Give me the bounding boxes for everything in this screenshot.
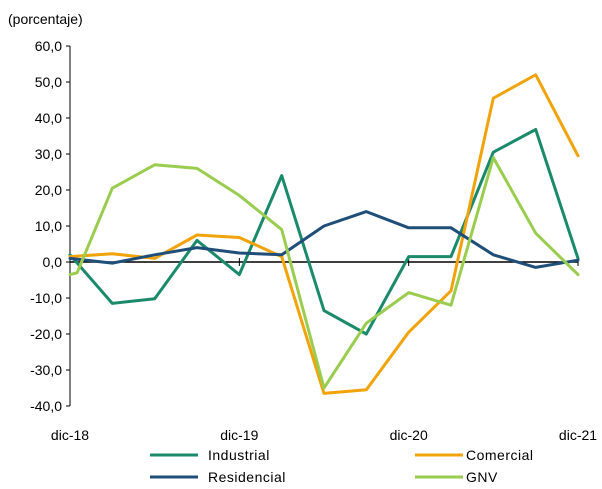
x-tick-label: dic-20	[390, 427, 428, 443]
y-tick-label: 0,0	[43, 254, 63, 270]
series-line-residencial	[68, 210, 580, 269]
y-tick-label: -30,0	[30, 362, 62, 378]
legend-label-gnv: GNV	[466, 469, 498, 485]
legend: Industrial Comercial Residencial GNV	[150, 447, 534, 485]
y-axis-tick-labels: 60,0 50,0 40,0 30,0 20,0 10,0 0,0 -10,0 -20,0 -30…	[30, 38, 62, 414]
series-line-gnv	[68, 156, 580, 390]
series-line-comercial	[68, 73, 580, 395]
x-axis-tick-labels: dic-18 dic-19 dic-20 dic-21	[51, 427, 597, 443]
y-tick-label: 60,0	[35, 38, 62, 54]
legend-label-industrial: Industrial	[208, 447, 270, 463]
y-tick-label: 10,0	[35, 218, 62, 234]
y-tick-label: -10,0	[30, 290, 62, 306]
y-tick-label: -20,0	[30, 326, 62, 342]
series-lines	[68, 73, 580, 395]
series-line-industrial	[68, 128, 580, 336]
x-tick-label: dic-21	[559, 427, 597, 443]
legend-label-residencial: Residencial	[208, 469, 286, 485]
y-tick-label: 40,0	[35, 110, 62, 126]
y-tick-label: 30,0	[35, 146, 62, 162]
legend-label-comercial: Comercial	[466, 447, 534, 463]
y-unit-label: (porcentaje)	[8, 11, 83, 27]
axes	[66, 45, 579, 407]
y-tick-label: 20,0	[35, 182, 62, 198]
y-tick-label: 50,0	[35, 74, 62, 90]
y-tick-label: -40,0	[30, 398, 62, 414]
x-tick-label: dic-19	[220, 427, 258, 443]
x-tick-label: dic-18	[51, 427, 89, 443]
